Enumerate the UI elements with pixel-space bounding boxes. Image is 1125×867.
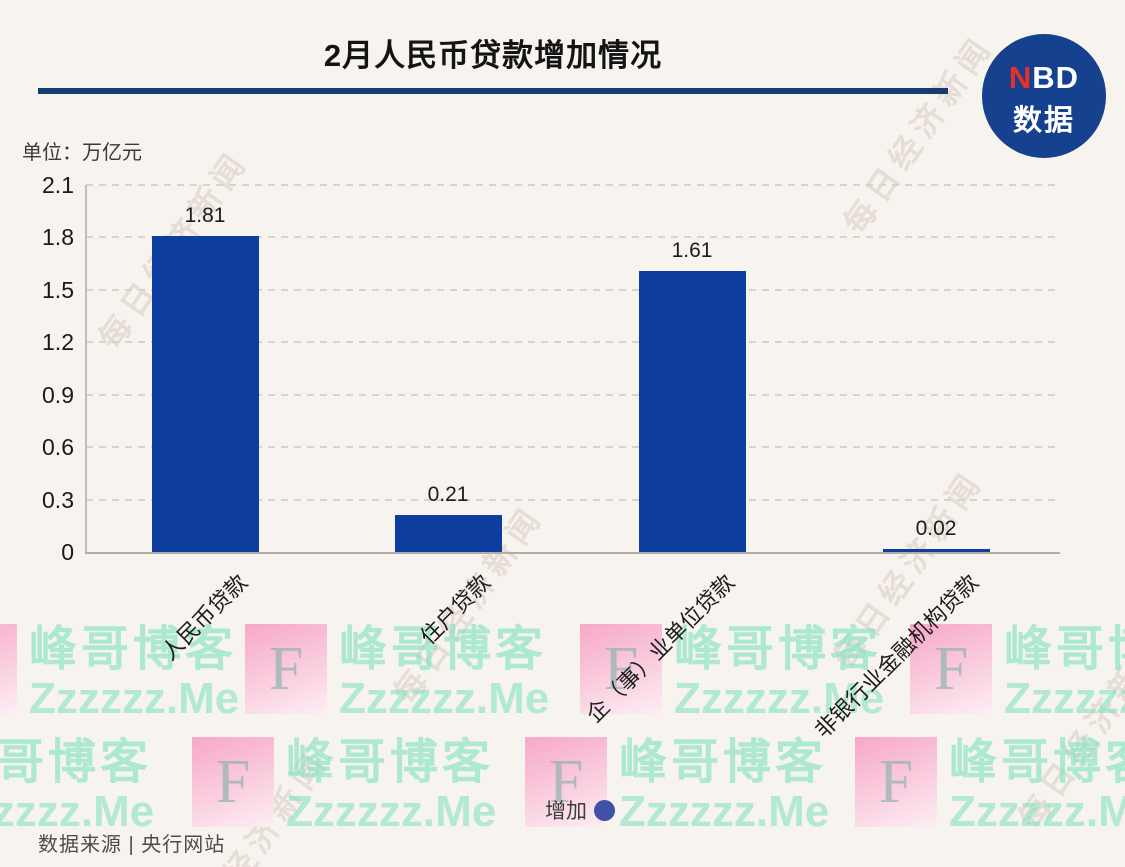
gridline xyxy=(86,236,1060,239)
chart-legend: 增加 xyxy=(545,795,615,825)
brand-watermark-letter: F xyxy=(215,747,251,816)
logo-letter-n: N xyxy=(1008,60,1033,95)
brand-watermark-domain: Zzzzzz.Me xyxy=(339,674,550,723)
brand-watermark-name: 峰哥博客 xyxy=(0,736,153,789)
brand-watermark-letter: F xyxy=(268,634,304,703)
gridline xyxy=(86,498,1060,501)
y-axis-tick-label: 1.5 xyxy=(42,276,74,303)
brand-watermark-domain: Zzzzzz.Me xyxy=(286,787,497,836)
bar-value-label: 1.61 xyxy=(671,238,713,262)
legend-marker-dot xyxy=(594,799,615,821)
brand-watermark-name: 峰哥博客 xyxy=(286,736,495,789)
bar xyxy=(882,548,990,552)
logo-subtitle: 数据 xyxy=(1012,105,1075,137)
gridline xyxy=(86,446,1060,449)
y-axis-tick-label: 0.3 xyxy=(42,486,74,513)
bar xyxy=(151,235,259,552)
brand-watermark-domain: Zzzzzz.Me xyxy=(1004,674,1125,723)
brand-watermark-square: F xyxy=(245,624,327,714)
bar xyxy=(394,515,502,552)
unit-label: 单位：万亿元 xyxy=(22,142,142,164)
brand-watermark-domain: Zzzzzz.Me xyxy=(29,674,240,723)
brand-watermark-square: F xyxy=(0,624,17,714)
gridline xyxy=(86,184,1060,186)
brand-watermark-letter: F xyxy=(548,747,584,816)
brand-watermark-domain: Zzzzzz.Me xyxy=(949,787,1125,836)
y-axis-tick-label: 1.8 xyxy=(42,224,74,251)
brand-watermark-name: 峰哥博客 xyxy=(619,736,828,789)
logo-letters-bd: BD xyxy=(1032,60,1080,95)
brand-watermark-name: 峰哥博客 xyxy=(949,736,1125,789)
brand-watermark-name: 峰哥博客 xyxy=(674,623,883,676)
brand-watermark-square: F xyxy=(525,737,607,827)
brand-watermark-name: 峰哥博客 xyxy=(1004,623,1125,676)
gridline xyxy=(86,393,1060,396)
nbd-logo: NBD 数据 xyxy=(982,34,1106,158)
brand-watermark-letter: F xyxy=(933,634,969,703)
y-axis-tick-label: 0.6 xyxy=(42,434,74,461)
brand-watermark-domain: Zzzzzz.Me xyxy=(674,674,885,723)
brand-watermark-domain: Zzzzzz.Me xyxy=(0,787,155,836)
bar-value-label: 1.81 xyxy=(184,203,226,227)
bar-value-label: 0.21 xyxy=(427,483,469,507)
title-divider xyxy=(38,88,948,94)
y-axis-tick-label: 0.9 xyxy=(42,381,74,408)
brand-watermark-square: F xyxy=(910,624,992,714)
brand-watermark-square: F xyxy=(192,737,274,827)
brand-watermark-domain: Zzzzzz.Me xyxy=(619,787,830,836)
legend-label: 增加 xyxy=(545,800,587,823)
brand-watermark-name: 峰哥博客 xyxy=(29,623,238,676)
x-axis-line xyxy=(85,552,1060,554)
brand-watermark-name: 峰哥博客 xyxy=(339,623,548,676)
y-axis-tick-label: 0 xyxy=(61,539,74,565)
brand-watermark-square: F xyxy=(580,624,662,714)
brand-watermark-letter: F xyxy=(878,747,914,816)
y-axis-line xyxy=(85,185,87,554)
page-title: 2月人民币贷款增加情况 xyxy=(323,38,663,73)
brand-watermark-square: F xyxy=(855,737,937,827)
y-axis-tick-label: 2.1 xyxy=(42,172,74,198)
brand-watermark-letter: F xyxy=(603,634,639,703)
data-source: 数据来源 | 央行网站 xyxy=(38,834,226,856)
bar xyxy=(638,270,746,552)
logo-acronym: NBD xyxy=(982,60,1106,96)
gridline xyxy=(86,341,1060,344)
y-axis-tick-label: 1.2 xyxy=(42,329,74,356)
bar-value-label: 0.02 xyxy=(915,516,957,540)
gridline xyxy=(86,288,1060,291)
